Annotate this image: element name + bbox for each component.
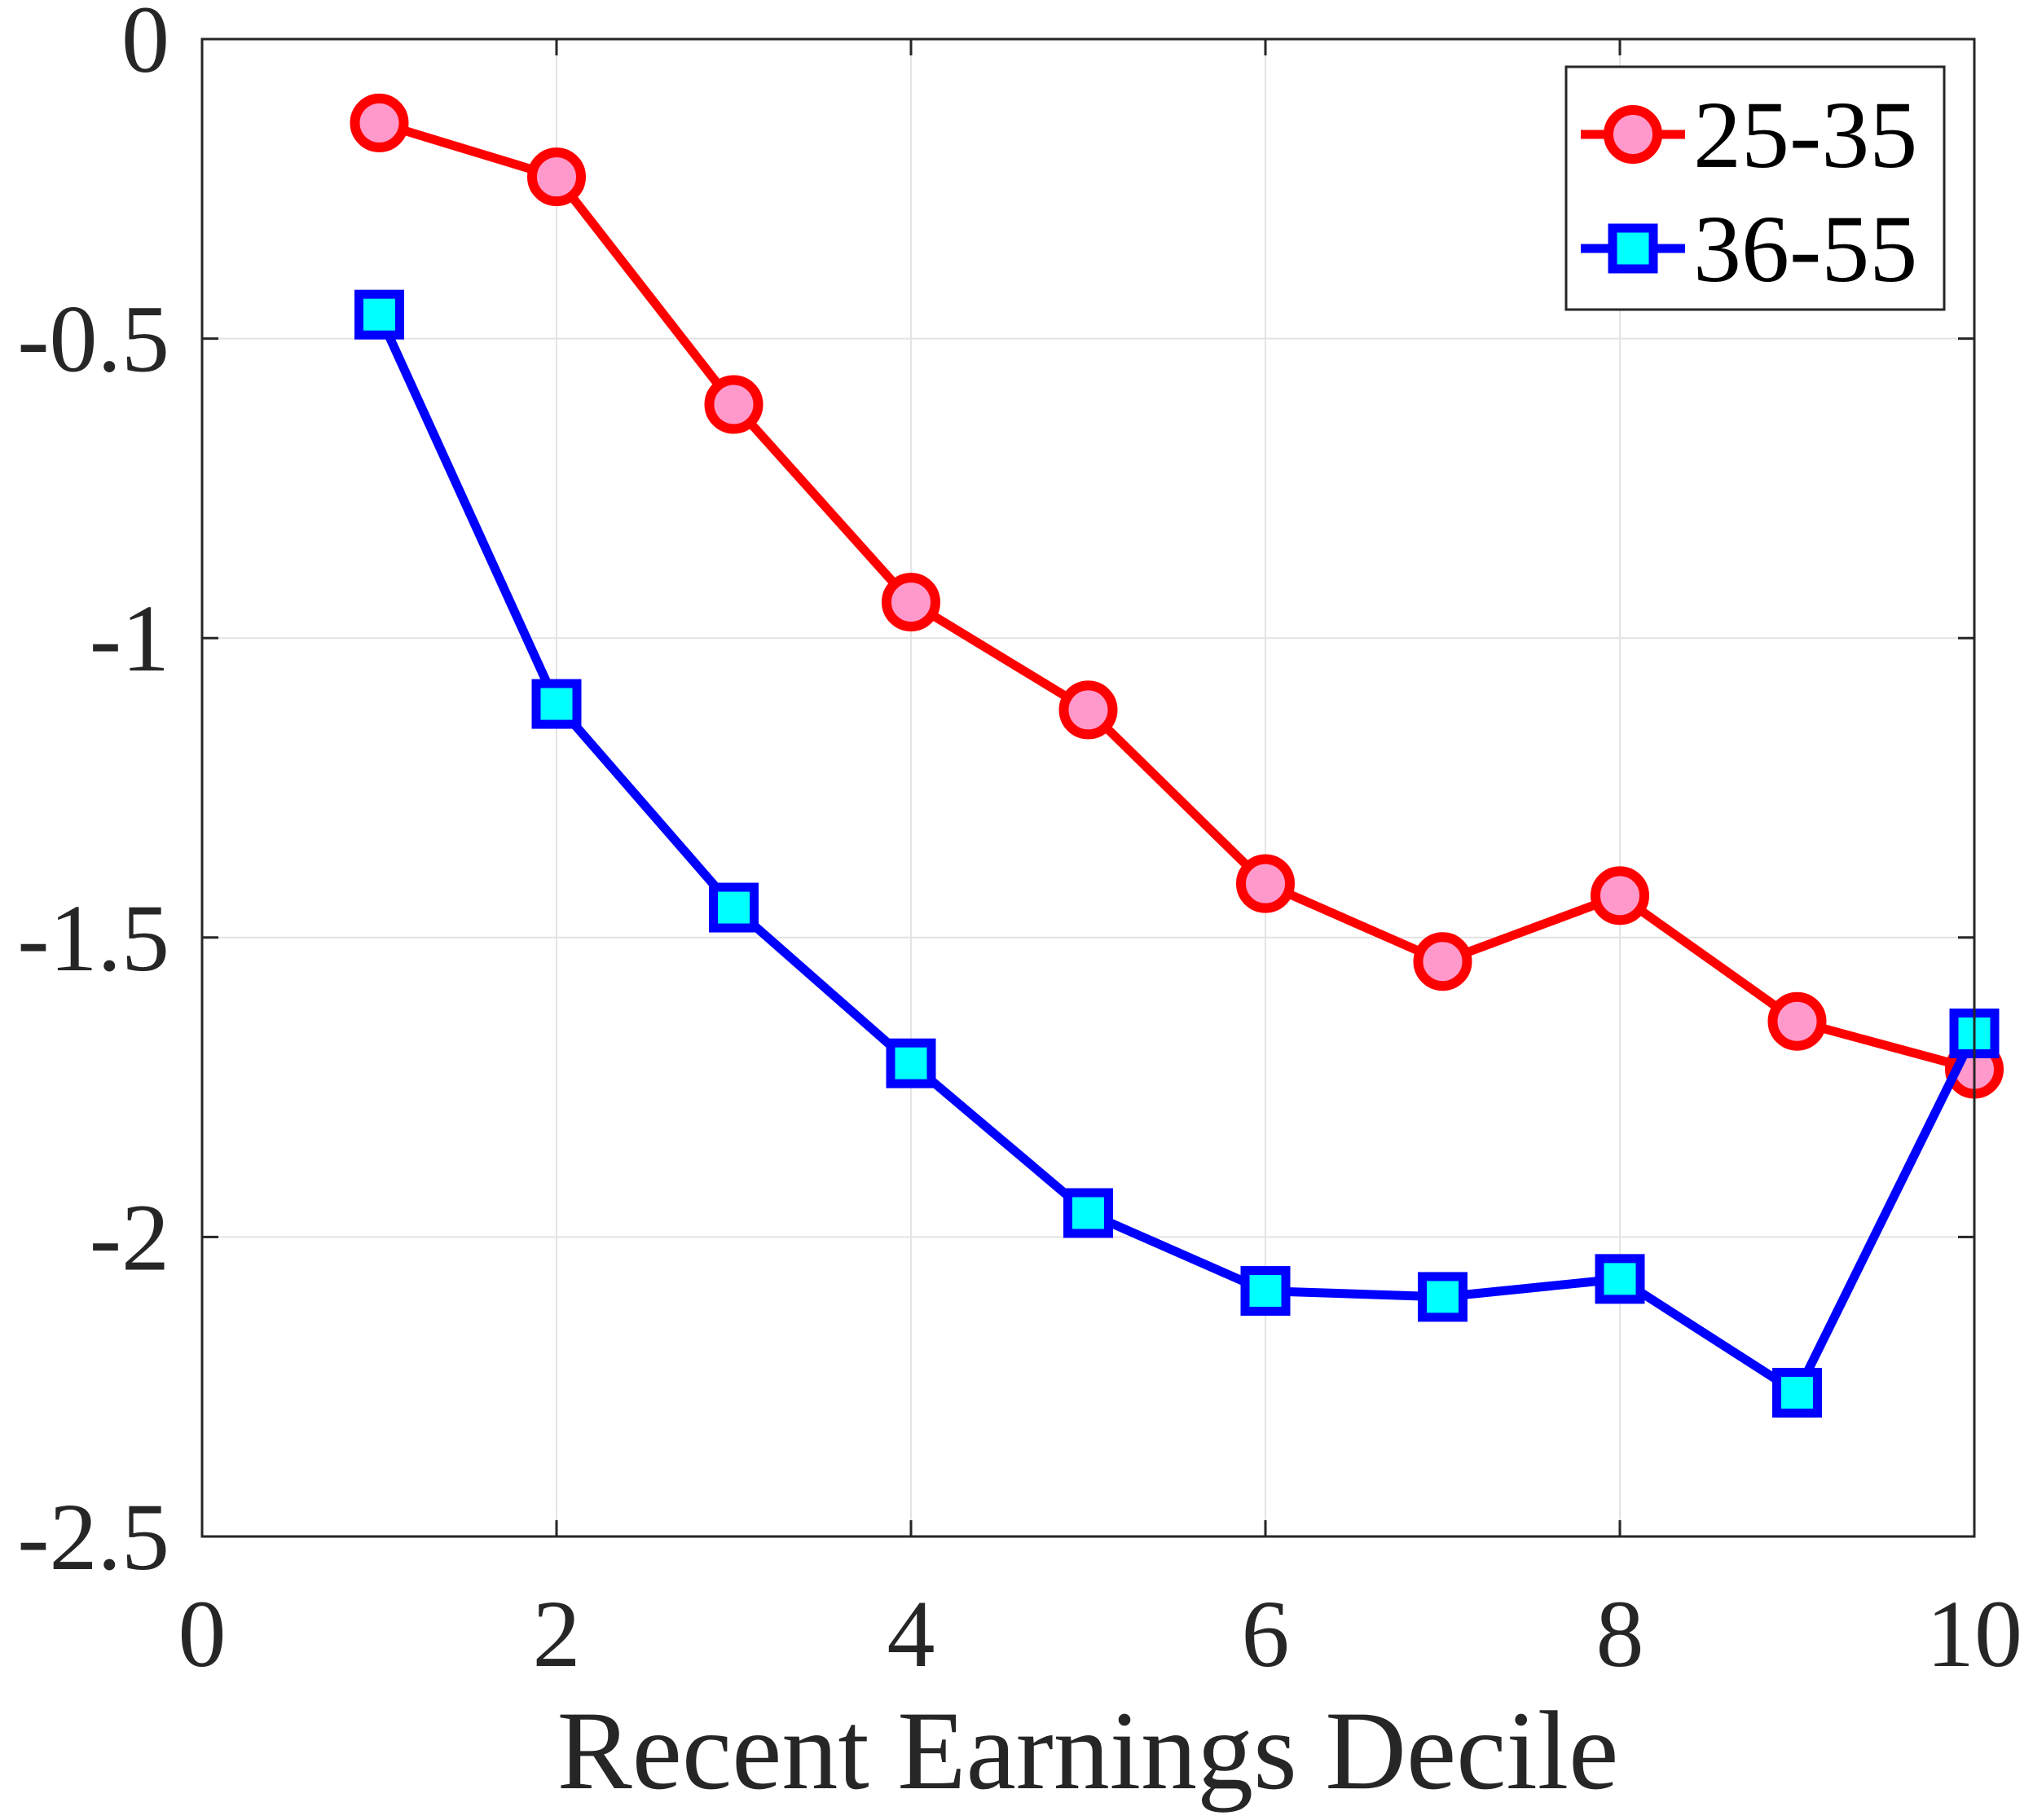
x-tick-label: 8 bbox=[1596, 1580, 1644, 1687]
legend-label: 36-55 bbox=[1693, 196, 1917, 302]
y-tick-label: -1.5 bbox=[17, 885, 169, 991]
x-tick-label: 10 bbox=[1926, 1580, 2022, 1687]
y-tick-label: -2 bbox=[90, 1184, 169, 1290]
data-point bbox=[531, 679, 582, 729]
legend-entry: 36-55 bbox=[1581, 196, 1917, 302]
legend-label: 25-35 bbox=[1693, 81, 1917, 188]
series-25-35 bbox=[350, 93, 2004, 1099]
data-point bbox=[709, 882, 759, 933]
data-point bbox=[1240, 1266, 1291, 1317]
data-point bbox=[704, 375, 763, 434]
data-point bbox=[1595, 1254, 1645, 1304]
data-point bbox=[1767, 991, 1827, 1051]
data-point bbox=[1063, 1188, 1113, 1238]
x-tick-label: 2 bbox=[533, 1580, 581, 1687]
y-tick-label: 0 bbox=[121, 0, 169, 93]
x-tick-labels: 0 2 4 6 8 10 bbox=[178, 1580, 2023, 1687]
legend-marker bbox=[1608, 223, 1658, 274]
y-tick-labels: 0 -0.5 -1 -1.5 -2 -2.5 bbox=[17, 0, 169, 1590]
data-point bbox=[886, 1038, 936, 1088]
legend-entry: 25-35 bbox=[1581, 81, 1917, 188]
data-point bbox=[882, 573, 940, 632]
data-point bbox=[1236, 854, 1295, 913]
data-point bbox=[1418, 1272, 1468, 1322]
data-point bbox=[1772, 1368, 1822, 1418]
plot-frame bbox=[200, 37, 1976, 1538]
data-point bbox=[1058, 680, 1118, 740]
axes bbox=[200, 37, 1976, 1538]
x-axis-title: Recent Earnings Decile bbox=[557, 1688, 1619, 1813]
x-tick-label: 0 bbox=[178, 1580, 227, 1687]
series-line bbox=[377, 118, 1976, 1074]
x-tick-label: 6 bbox=[1242, 1580, 1290, 1687]
data-point bbox=[354, 289, 404, 340]
x-tick-label: 4 bbox=[887, 1580, 935, 1687]
y-tick-label: -1 bbox=[90, 585, 169, 692]
series-line bbox=[375, 312, 1978, 1398]
data-point bbox=[1413, 932, 1472, 991]
y-tick-label: -0.5 bbox=[17, 286, 169, 393]
data-point bbox=[350, 93, 409, 152]
data-point bbox=[527, 147, 586, 207]
y-tick-label: -2.5 bbox=[17, 1484, 169, 1590]
data-point bbox=[1591, 866, 1649, 925]
legend-marker bbox=[1604, 105, 1662, 164]
series-layer bbox=[350, 93, 2004, 1418]
